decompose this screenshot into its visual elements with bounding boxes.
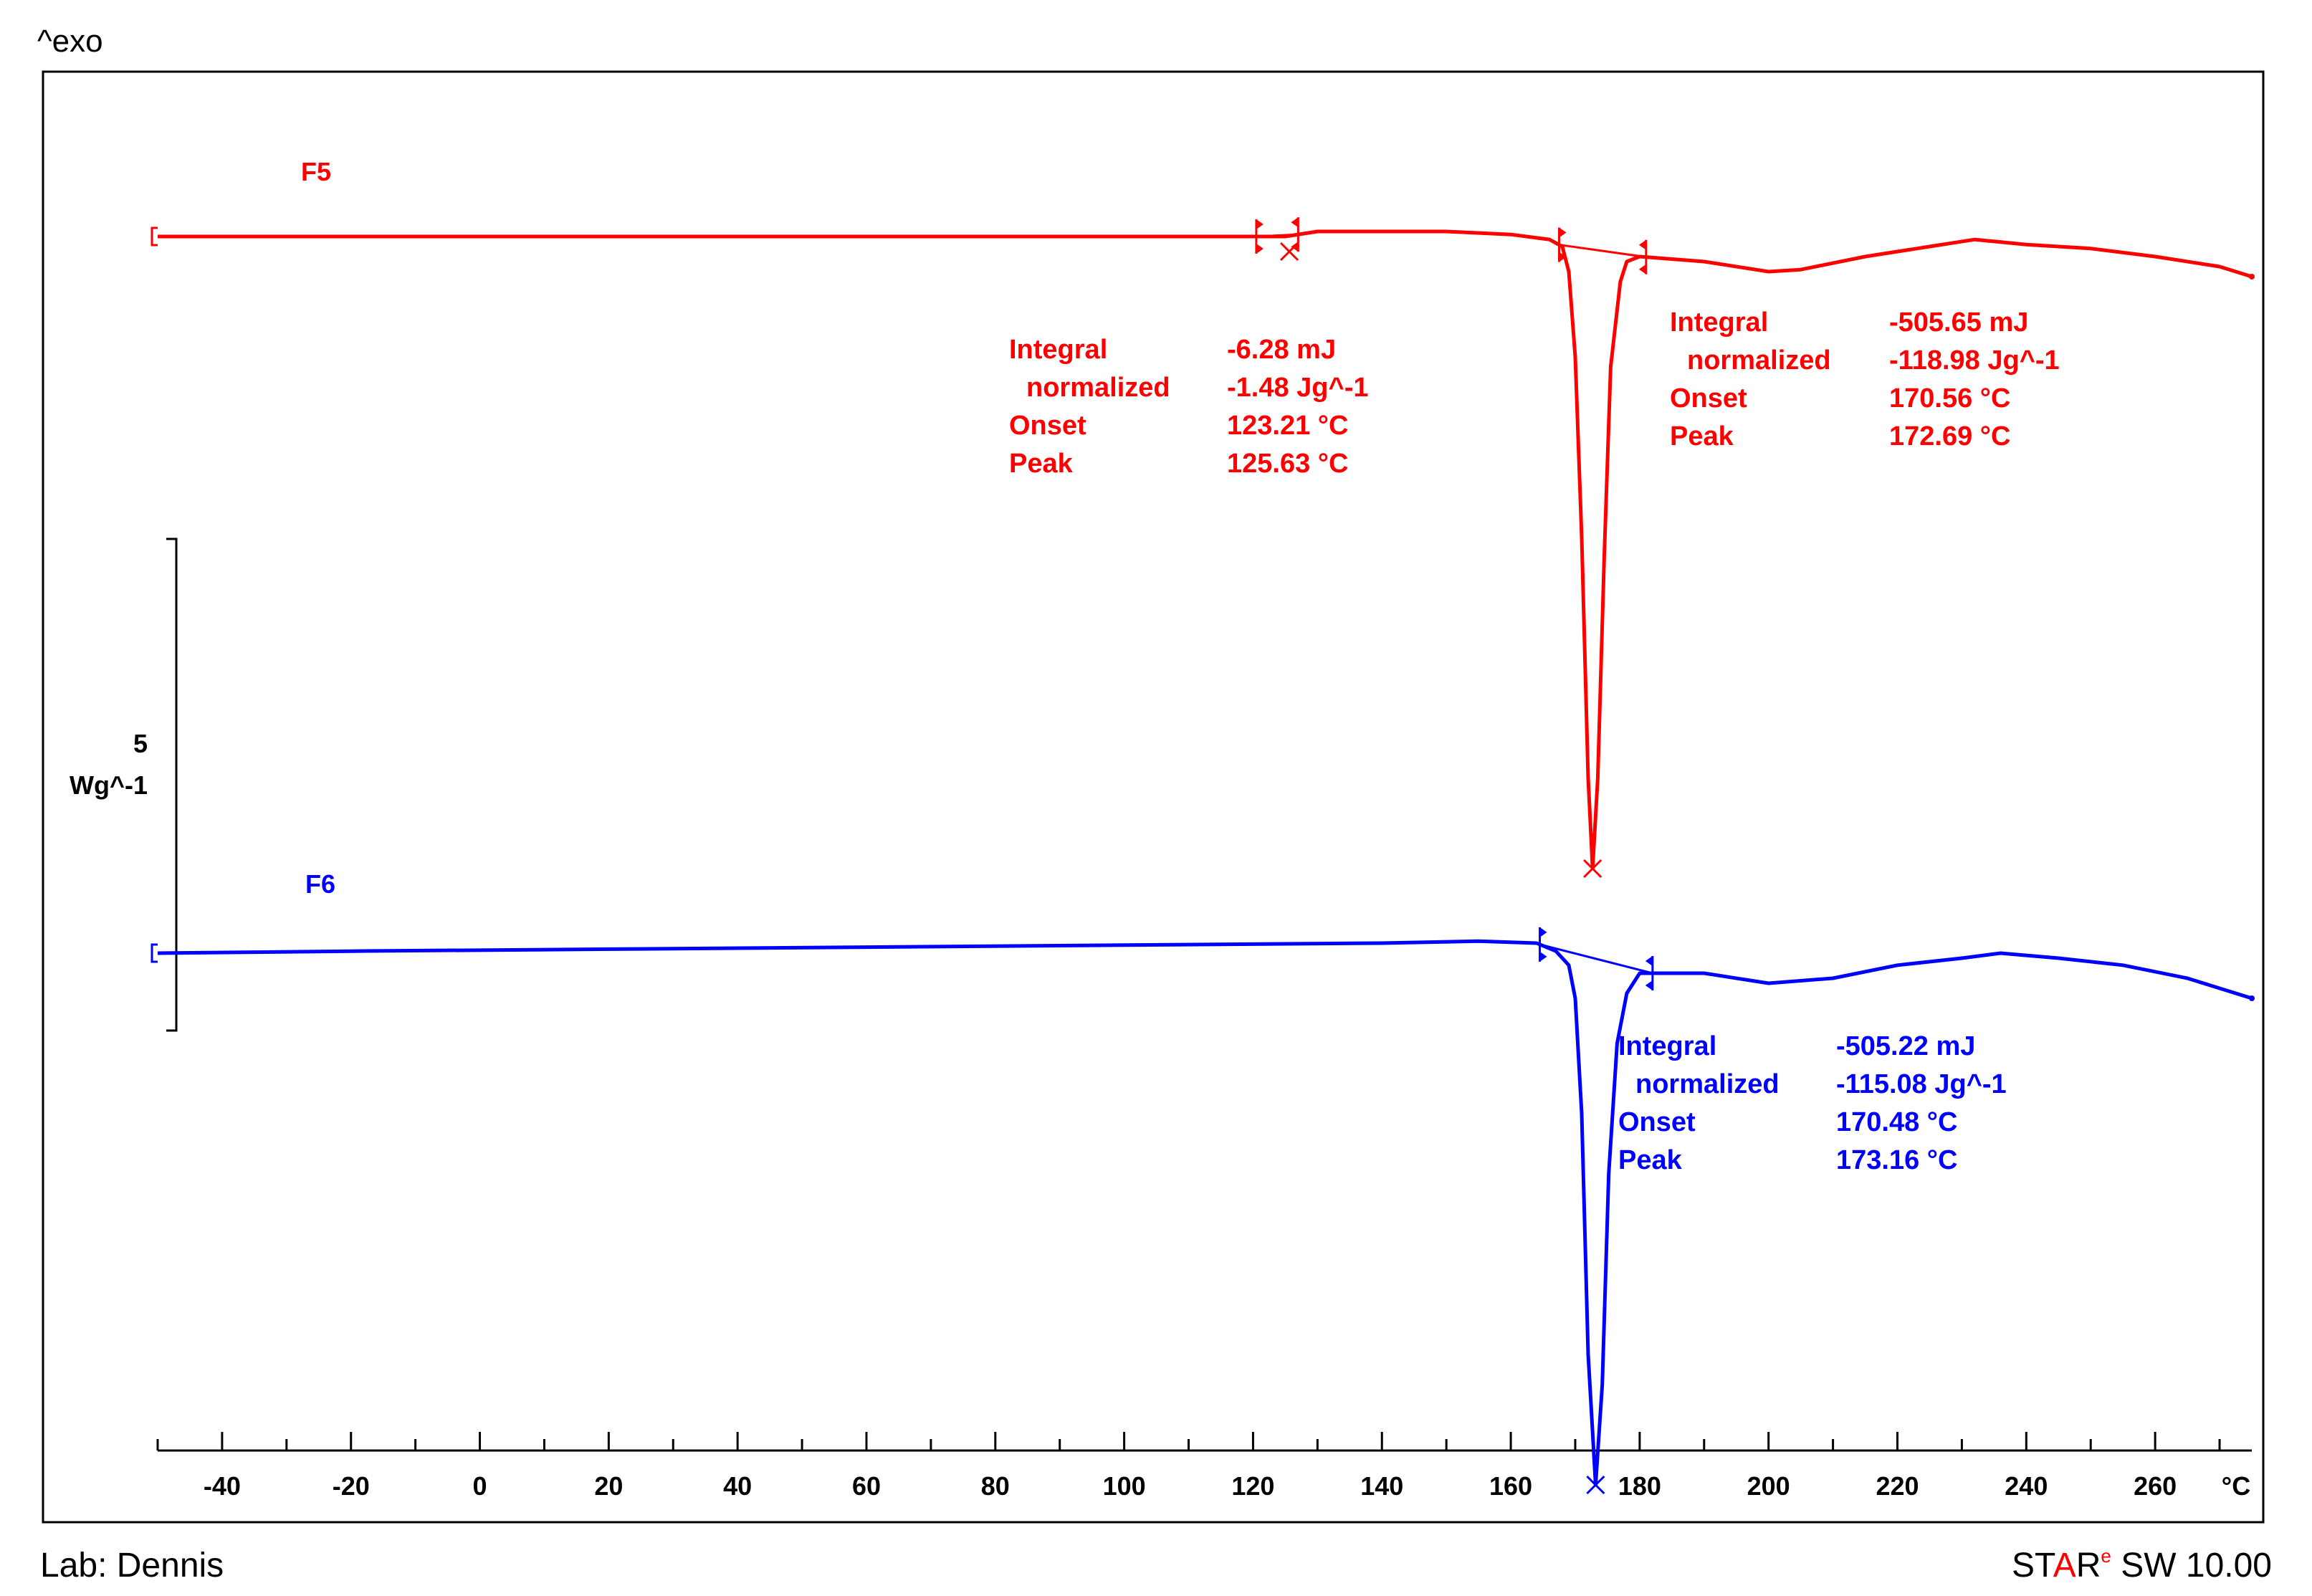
annotation-label-onset: Onset <box>1670 383 1747 414</box>
x-tick-label: -20 <box>333 1471 370 1501</box>
integration-limit-flag <box>1559 252 1567 262</box>
annotation-label-normalized: normalized <box>1635 1069 1780 1099</box>
integration-limit-flag <box>1559 227 1567 238</box>
integration-limit-flag <box>1645 956 1653 966</box>
software-prefix-1: ST <box>2012 1547 2055 1585</box>
annotation-label-peak: Peak <box>1009 449 1074 479</box>
integration-baseline <box>1559 244 1647 259</box>
integration-limit-flag <box>1638 264 1646 274</box>
plot-frame <box>42 70 2265 1524</box>
x-tick-label: 200 <box>1747 1471 1790 1501</box>
y-scale-unit: Wg^-1 <box>70 770 148 800</box>
x-tick-label: 140 <box>1360 1471 1403 1501</box>
integration-limit-flag <box>1539 927 1547 937</box>
annotation-label-integral: Integral <box>1670 307 1768 338</box>
exo-label: ^exo <box>37 24 103 59</box>
annotation-label-normalized: normalized <box>1026 373 1170 403</box>
software-prefix-2: A <box>2053 1547 2076 1585</box>
x-tick-label: 240 <box>2005 1471 2048 1501</box>
integration-limit-flag <box>1638 239 1646 250</box>
series-f5 <box>151 217 2255 879</box>
annotation-value-integral: -505.22 mJ <box>1836 1031 1975 1061</box>
annotation-label-onset: Onset <box>1618 1107 1696 1137</box>
x-tick-label: 160 <box>1489 1471 1532 1501</box>
series-label-f5: F5 <box>301 157 331 186</box>
software-prefix-3: R <box>2076 1547 2101 1585</box>
series-start-marker <box>151 226 158 247</box>
annotation-value-normalized: -118.98 Jg^-1 <box>1889 345 2060 376</box>
annotation-f5-peak-1: Integral normalized Onset Peak -6.28 mJ … <box>1009 335 1369 479</box>
peak-marker <box>1586 1475 1605 1495</box>
annotation-value-integral: -505.65 mJ <box>1889 307 2028 338</box>
series-end-marker <box>2249 274 2255 279</box>
x-tick-label: 20 <box>594 1471 623 1501</box>
series-label-f6: F6 <box>305 869 335 899</box>
peak-marker <box>1583 859 1602 879</box>
annotation-label-integral: Integral <box>1009 335 1107 365</box>
series-start-marker <box>151 943 158 963</box>
annotation-value-onset: 170.56 °C <box>1889 383 2010 414</box>
integration-limit-flag <box>1256 219 1264 229</box>
annotation-value-normalized: -1.48 Jg^-1 <box>1227 373 1369 403</box>
software-suffix: SW 10.00 <box>2111 1547 2272 1585</box>
x-tick-label: 260 <box>2134 1471 2177 1501</box>
x-tick-label: 60 <box>852 1471 881 1501</box>
annotation-value-peak: 172.69 °C <box>1889 421 2010 451</box>
annotation-f5-peak-2: Integral normalized Onset Peak -505.65 m… <box>1670 307 2060 451</box>
annotation-label-integral: Integral <box>1618 1031 1716 1061</box>
y-scale-value: 5 <box>133 729 148 758</box>
annotation-value-integral: -6.28 mJ <box>1227 335 1336 365</box>
lab-label: Lab: Dennis <box>40 1547 224 1585</box>
series-end-marker <box>2249 995 2255 1001</box>
annotation-f6-peak-1: Integral normalized Onset Peak -505.22 m… <box>1618 1031 2007 1175</box>
x-tick-label: 180 <box>1618 1471 1661 1501</box>
software-label: STARe SW 10.00 <box>2012 1545 2272 1585</box>
x-tick-label: 120 <box>1231 1471 1274 1501</box>
annotation-value-onset: 170.48 °C <box>1836 1107 1957 1137</box>
annotation-value-peak: 125.63 °C <box>1227 449 1348 479</box>
x-axis: -40 -20 0 20 40 60 80 100 120 140 160 180 200 220 240 2… <box>156 1432 2252 1501</box>
x-tick-label: 40 <box>723 1471 752 1501</box>
x-tick-label: 220 <box>1876 1471 1919 1501</box>
series-f6 <box>151 927 2255 1495</box>
annotation-label-onset: Onset <box>1009 411 1086 441</box>
peak-marker <box>1279 242 1299 262</box>
x-tick-label: 80 <box>981 1471 1010 1501</box>
integration-limit-flag <box>1645 980 1653 990</box>
series-line-f6 <box>157 939 2253 1487</box>
x-tick-label: 0 <box>473 1471 487 1501</box>
integration-limit-flag <box>1291 217 1299 228</box>
x-tick-label: 100 <box>1103 1471 1146 1501</box>
annotation-label-peak: Peak <box>1670 421 1734 451</box>
annotation-value-peak: 173.16 °C <box>1836 1145 1957 1175</box>
software-superscript: e <box>2101 1545 2111 1567</box>
annotation-value-normalized: -115.08 Jg^-1 <box>1836 1069 2007 1099</box>
x-tick-label: -40 <box>204 1471 241 1501</box>
annotation-value-onset: 123.21 °C <box>1227 411 1348 441</box>
y-scale-bar <box>166 537 178 1032</box>
integration-baseline <box>1256 233 1299 238</box>
integration-limit-flag <box>1539 951 1547 962</box>
annotation-label-peak: Peak <box>1618 1145 1683 1175</box>
annotation-label-normalized: normalized <box>1687 345 1831 376</box>
x-unit-label: °C <box>2222 1471 2250 1501</box>
integration-baseline <box>1539 943 1653 975</box>
integration-limit-flag <box>1256 244 1264 254</box>
